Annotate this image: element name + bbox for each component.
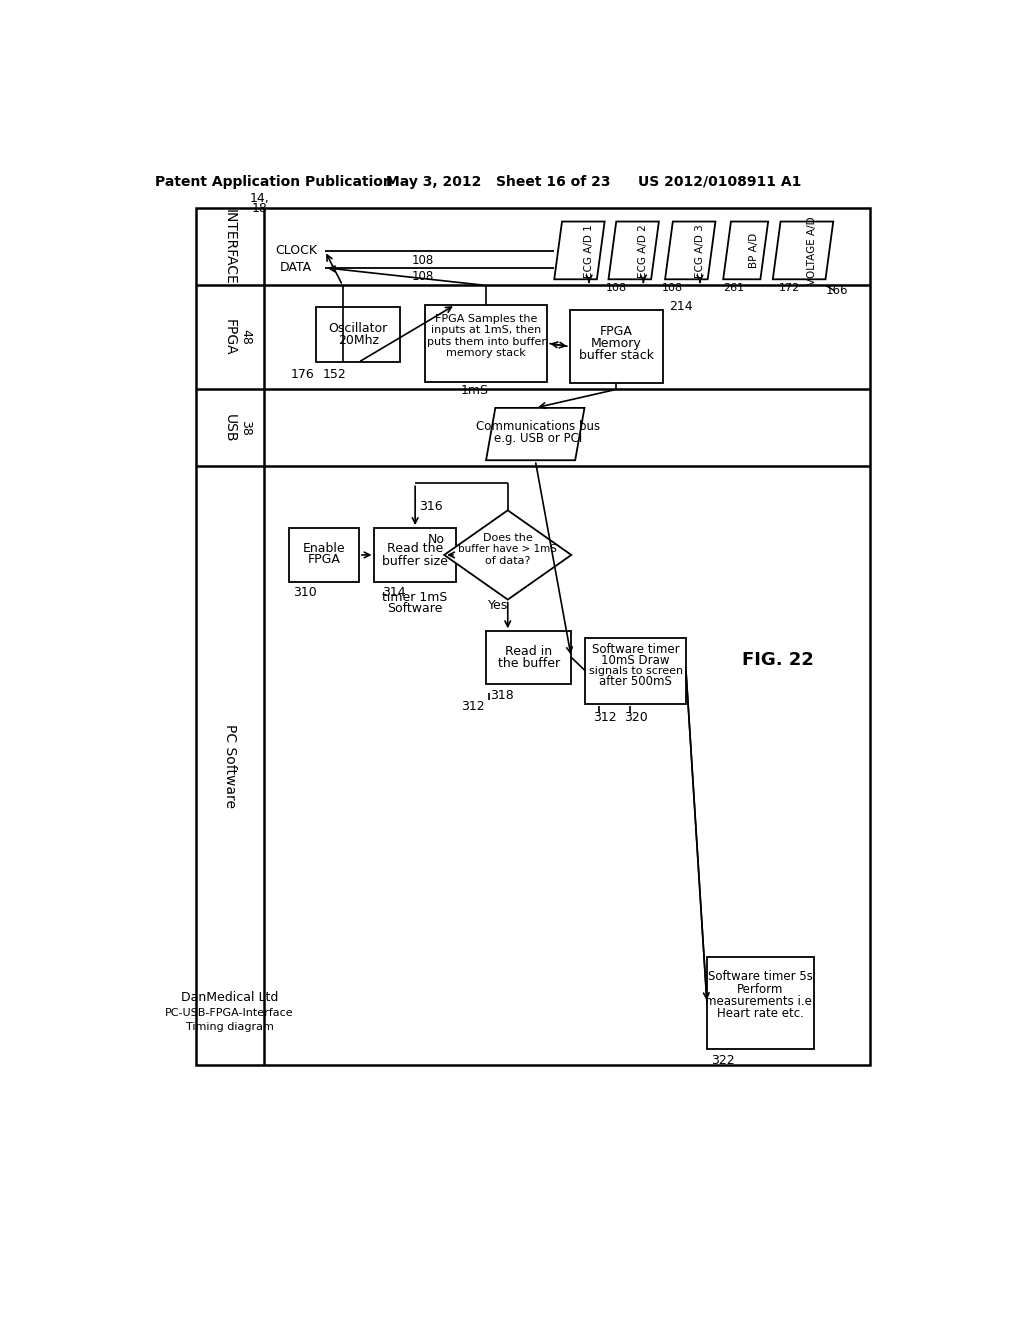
Text: Software: Software — [387, 602, 442, 615]
Text: FIG. 22: FIG. 22 — [741, 652, 813, 669]
Text: FPGA Samples the: FPGA Samples the — [435, 314, 538, 323]
Polygon shape — [665, 222, 716, 280]
Text: 320: 320 — [624, 711, 648, 723]
Text: Communications bus: Communications bus — [476, 420, 600, 433]
Text: Software timer: Software timer — [592, 643, 680, 656]
Polygon shape — [773, 222, 834, 280]
Text: VOLTAGE A/D: VOLTAGE A/D — [807, 216, 816, 285]
Text: May 3, 2012   Sheet 16 of 23: May 3, 2012 Sheet 16 of 23 — [386, 174, 610, 189]
Text: US 2012/0108911 A1: US 2012/0108911 A1 — [638, 174, 801, 189]
Text: DanMedical Ltd: DanMedical Ltd — [181, 991, 279, 1005]
Text: ECG A/D 1: ECG A/D 1 — [584, 224, 594, 277]
Text: 10mS Draw: 10mS Draw — [601, 653, 670, 667]
Polygon shape — [723, 222, 768, 280]
Text: of data?: of data? — [485, 556, 530, 566]
Text: 172: 172 — [778, 282, 800, 293]
Text: Memory: Memory — [591, 337, 642, 350]
Text: Heart rate etc.: Heart rate etc. — [717, 1007, 804, 1020]
Polygon shape — [486, 408, 585, 461]
Text: DATA: DATA — [281, 261, 312, 275]
Text: 38: 38 — [240, 420, 252, 436]
Text: 214: 214 — [669, 300, 692, 313]
Text: ECG A/D 2: ECG A/D 2 — [638, 224, 648, 277]
Text: 108: 108 — [663, 282, 683, 293]
Polygon shape — [554, 222, 604, 280]
Text: memory stack: memory stack — [446, 348, 526, 358]
Text: CLOCK: CLOCK — [275, 244, 317, 257]
Text: 108: 108 — [412, 269, 433, 282]
Bar — [289, 528, 359, 582]
Bar — [197, 209, 870, 1065]
Text: inputs at 1mS, then: inputs at 1mS, then — [431, 325, 541, 335]
Text: 152: 152 — [323, 367, 346, 380]
Text: 318: 318 — [489, 689, 514, 702]
Text: Does the: Does the — [483, 533, 532, 543]
Text: USB: USB — [222, 413, 237, 442]
Text: 314: 314 — [382, 586, 406, 599]
Text: 20Mhz: 20Mhz — [338, 334, 379, 347]
Text: buffer stack: buffer stack — [579, 350, 653, 363]
Bar — [586, 638, 686, 704]
Bar — [486, 631, 571, 684]
Text: INTERFACE: INTERFACE — [222, 209, 237, 285]
Text: Timing diagram: Timing diagram — [185, 1022, 273, 1032]
Text: 312: 312 — [593, 711, 616, 723]
Text: Yes: Yes — [488, 599, 509, 612]
Bar — [707, 957, 814, 1049]
Text: FPGA: FPGA — [222, 319, 237, 355]
Bar — [425, 305, 547, 381]
Text: buffer size: buffer size — [382, 554, 449, 568]
Text: Perform: Perform — [737, 982, 783, 995]
Text: PC Software: PC Software — [222, 723, 237, 808]
Text: 18: 18 — [252, 202, 267, 215]
Text: after 500mS: after 500mS — [599, 675, 672, 688]
Text: PC-USB-FPGA-Interface: PC-USB-FPGA-Interface — [165, 1008, 294, 1018]
Text: FPGA: FPGA — [307, 553, 341, 566]
Bar — [316, 308, 400, 363]
Text: buffer have > 1mS: buffer have > 1mS — [459, 544, 557, 554]
Text: Software timer 5s: Software timer 5s — [708, 970, 813, 982]
Text: 108: 108 — [412, 253, 433, 267]
Text: No: No — [428, 533, 445, 546]
Text: 312: 312 — [461, 700, 484, 713]
Text: the buffer: the buffer — [498, 657, 560, 671]
Text: 14,: 14, — [250, 191, 269, 205]
Text: 48: 48 — [240, 330, 252, 346]
Text: Oscillator: Oscillator — [329, 322, 388, 335]
Bar — [569, 310, 663, 383]
Bar — [375, 528, 456, 582]
Text: measurements i.e.: measurements i.e. — [706, 995, 816, 1008]
Polygon shape — [444, 511, 571, 599]
Text: 316: 316 — [419, 500, 442, 513]
Text: signals to screen: signals to screen — [589, 665, 683, 676]
Text: 176: 176 — [290, 367, 314, 380]
Text: timer 1mS: timer 1mS — [382, 591, 447, 603]
Text: 1mS: 1mS — [461, 384, 488, 397]
Text: 261: 261 — [724, 282, 744, 293]
Text: Enable: Enable — [303, 543, 345, 556]
Text: puts them into buffer: puts them into buffer — [427, 337, 546, 347]
Text: e.g. USB or PCI: e.g. USB or PCI — [495, 432, 583, 445]
Text: 310: 310 — [293, 586, 316, 599]
Text: 166: 166 — [826, 284, 848, 297]
Text: Read the: Read the — [387, 543, 443, 556]
Text: ECG A/D 3: ECG A/D 3 — [695, 224, 705, 277]
Text: 108: 108 — [605, 282, 627, 293]
Text: Read in: Read in — [505, 644, 552, 657]
Polygon shape — [608, 222, 658, 280]
Text: BP A/D: BP A/D — [750, 234, 759, 268]
Text: FPGA: FPGA — [600, 325, 633, 338]
Text: 322: 322 — [711, 1055, 734, 1068]
Text: Patent Application Publication: Patent Application Publication — [155, 174, 392, 189]
